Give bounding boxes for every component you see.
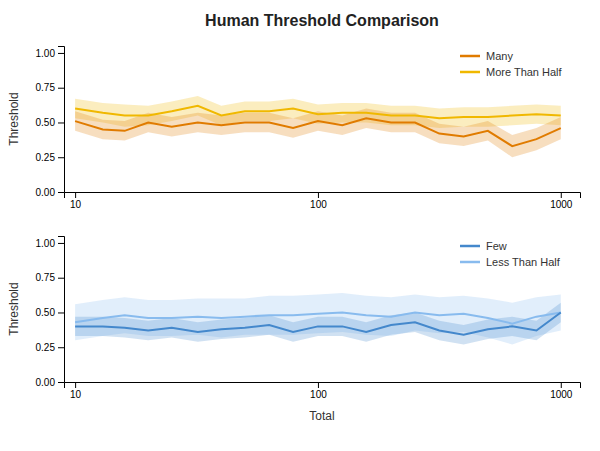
x-axis: 10 100 1000: [65, 382, 581, 400]
y-tick: 0.00: [36, 377, 64, 388]
x-tick: 10: [70, 192, 82, 210]
tick-mark: [318, 192, 319, 198]
tick-mark: [58, 278, 64, 279]
legend-label: Less Than Half: [486, 256, 561, 268]
x-tick: 100: [310, 192, 327, 210]
tick-mark: [561, 382, 562, 388]
tick-label: 0.00: [36, 377, 56, 388]
tick-mark: [75, 382, 76, 388]
tick-mark: [58, 88, 64, 89]
confidence-band: [75, 293, 561, 344]
tick-mark: [58, 157, 64, 158]
legend-swatch: [460, 55, 480, 58]
tick-mark: [58, 192, 64, 193]
y-tick: 0.75: [36, 82, 64, 93]
axis-line: [65, 383, 581, 389]
legend-item: More Than Half: [460, 66, 563, 78]
series-line: [75, 106, 561, 119]
y-axis: 0.00 0.25 0.50 0.75 1.00: [36, 47, 65, 198]
y-axis-title: Threshold: [7, 92, 21, 145]
legend: Few Less Than Half: [460, 240, 561, 268]
legend-item: Less Than Half: [460, 256, 561, 268]
legend-label: Many: [486, 50, 513, 62]
tick-label: 100: [310, 389, 327, 400]
y-tick: 0.75: [36, 272, 64, 283]
x-axis-title: Total: [309, 409, 334, 423]
axis-line: [58, 47, 65, 193]
y-tick: 1.00: [36, 238, 64, 249]
tick-label: 10: [70, 199, 82, 210]
legend-swatch: [460, 71, 480, 74]
panel: 10 100 1000 0.00 0.25 0.50 0.75 1.00 Threshold To…: [7, 237, 581, 424]
tick-label: 10: [70, 389, 82, 400]
tick-mark: [318, 382, 319, 388]
x-tick: 10: [70, 382, 82, 400]
y-tick: 0.00: [36, 187, 64, 198]
tick-label: 0.50: [36, 307, 56, 318]
legend: Many More Than Half: [460, 50, 563, 78]
tick-mark: [561, 192, 562, 198]
y-tick: 0.50: [36, 307, 64, 318]
y-axis-title: Threshold: [7, 282, 21, 335]
y-tick: 0.50: [36, 117, 64, 128]
legend-item: Few: [460, 240, 507, 252]
legend-item: Many: [460, 50, 513, 62]
title: Human Threshold Comparison: [205, 12, 439, 29]
tick-mark: [58, 122, 64, 123]
tick-label: 0.25: [36, 342, 56, 353]
legend-swatch: [460, 245, 480, 248]
tick-mark: [58, 53, 64, 54]
y-axis: 0.00 0.25 0.50 0.75 1.00: [36, 237, 65, 388]
chart: 10 100 1000 0.00 0.25 0.50 0.75 1.00 Threshold Ma…: [0, 0, 600, 451]
confidence-band: [75, 303, 561, 345]
tick-mark: [58, 347, 64, 348]
tick-mark: [58, 243, 64, 244]
legend-swatch: [460, 261, 480, 264]
tick-label: 0.00: [36, 187, 56, 198]
axis-line: [58, 237, 65, 383]
tick-label: 100: [310, 199, 327, 210]
series-line: [75, 118, 561, 146]
x-tick: 1000: [550, 192, 573, 210]
tick-label: 1.00: [36, 238, 56, 249]
x-tick: 100: [310, 382, 327, 400]
y-tick: 0.25: [36, 342, 64, 353]
plot-area: [75, 293, 561, 344]
axis-line: [65, 193, 581, 199]
plot-area: [75, 96, 561, 157]
tick-mark: [58, 382, 64, 383]
legend-label: Few: [486, 240, 507, 252]
tick-label: 0.50: [36, 117, 56, 128]
tick-label: 1000: [550, 389, 573, 400]
y-tick: 0.25: [36, 152, 64, 163]
tick-label: 0.75: [36, 82, 56, 93]
series-line: [75, 312, 561, 323]
x-tick: 1000: [550, 382, 573, 400]
tick-label: 0.75: [36, 272, 56, 283]
tick-label: 0.25: [36, 152, 56, 163]
legend-label: More Than Half: [486, 66, 563, 78]
series-line: [75, 312, 561, 334]
tick-label: 1.00: [36, 48, 56, 59]
y-tick: 1.00: [36, 48, 64, 59]
panel: 10 100 1000 0.00 0.25 0.50 0.75 1.00 Threshold Ma…: [7, 47, 581, 211]
tick-mark: [75, 192, 76, 198]
tick-mark: [58, 312, 64, 313]
tick-label: 1000: [550, 199, 573, 210]
x-axis: 10 100 1000: [65, 192, 581, 210]
